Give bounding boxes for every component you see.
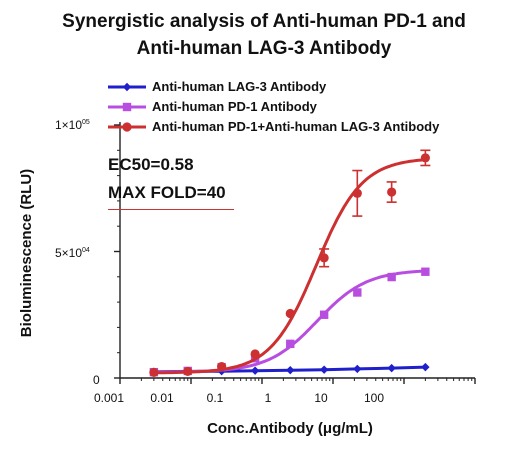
y-tick-label-1: 5×1004	[55, 246, 90, 260]
legend-label-combo: Anti-human PD-1+Anti-human LAG-3 Antibod…	[152, 119, 440, 134]
annotation-ec50: EC50=0.58	[108, 155, 194, 174]
data-point	[183, 366, 193, 377]
y-tick-label-2: 1×1005	[55, 118, 90, 132]
legend-marker-1	[122, 102, 132, 112]
data-point	[353, 364, 362, 374]
data-point	[285, 308, 295, 319]
annotation-max-fold: MAX FOLD=40	[108, 183, 226, 202]
data-point	[420, 153, 430, 163]
fit-curve-2	[153, 158, 426, 375]
data-point	[387, 272, 396, 282]
data-point	[250, 366, 260, 375]
axes	[114, 122, 476, 384]
legend-label-lag3: Anti-human LAG-3 Antibody	[152, 79, 327, 94]
x-tick-label-4: 10	[314, 391, 328, 405]
legend-label-pd1: Anti-human PD-1 Antibody	[152, 99, 317, 114]
x-tick-label-5: 100	[363, 391, 385, 405]
data-point	[387, 363, 396, 373]
data-point	[319, 365, 329, 374]
data-point	[149, 367, 159, 378]
x-tick-label-3: 1	[264, 391, 272, 405]
data-point	[353, 288, 362, 297]
x-tick-label-0: 0.001	[93, 391, 125, 405]
x-tick-label-1: 0.01	[150, 391, 174, 405]
data-point	[217, 362, 227, 372]
data-point	[250, 349, 260, 359]
y-tick-label-0: 0	[93, 373, 100, 387]
data-point	[421, 267, 430, 276]
data-point	[286, 365, 295, 375]
legend-marker-0	[122, 82, 132, 92]
data-point	[387, 187, 397, 197]
y-axis-label: Bioluminescence (RLU)	[18, 168, 35, 338]
data-point	[319, 310, 329, 319]
data-point	[319, 253, 329, 263]
x-tick-label-2: 0.1	[206, 391, 224, 405]
annotation-underline	[108, 209, 234, 210]
data-point	[421, 362, 430, 372]
series-2	[149, 149, 431, 378]
x-axis-label: Conc.Antibody (μg/mL)	[207, 420, 373, 437]
data-point	[286, 339, 295, 349]
chart-title-line-2: Anti-human LAG-3 Antibody	[136, 38, 392, 59]
series-layer	[149, 149, 431, 378]
data-point	[352, 188, 362, 198]
legend-marker-2	[122, 122, 132, 132]
legend-markers	[108, 82, 146, 132]
chart-title-line-1: Synergistic analysis of Anti-human PD-1 …	[62, 11, 466, 32]
